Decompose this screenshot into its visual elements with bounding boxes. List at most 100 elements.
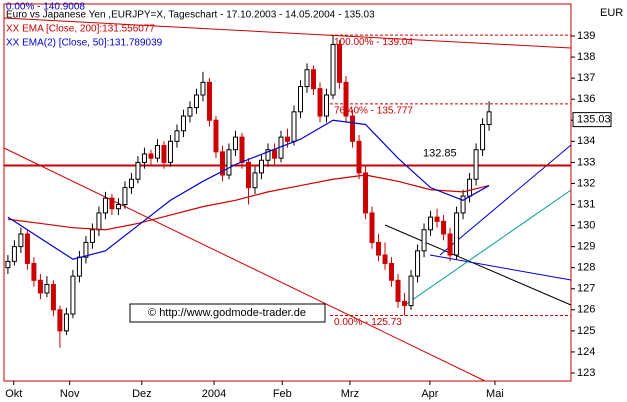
watermark: © http://www.godmode-trader.de bbox=[148, 307, 306, 319]
fib-label: 100.00% - 139.04 bbox=[334, 37, 413, 48]
candle-body bbox=[486, 111, 492, 125]
candle-body bbox=[141, 153, 147, 163]
candle-body bbox=[115, 204, 121, 210]
candle-body bbox=[89, 229, 95, 243]
last-price-box bbox=[572, 112, 612, 128]
candle-body bbox=[5, 260, 11, 269]
candle-body bbox=[350, 115, 356, 142]
candle-body bbox=[76, 256, 82, 277]
candle-body bbox=[161, 145, 167, 163]
candle-body bbox=[167, 140, 173, 163]
trend-line bbox=[3, 147, 486, 382]
candle-body bbox=[441, 220, 447, 235]
x-tick-label: Apr bbox=[421, 388, 438, 400]
candle-body bbox=[206, 81, 212, 121]
candle-body bbox=[174, 130, 180, 142]
y-tick-label: 136 bbox=[577, 93, 595, 105]
y-tick-label: 127 bbox=[577, 283, 595, 295]
candle-body bbox=[369, 212, 375, 243]
ema-line bbox=[7, 174, 490, 231]
candle-body bbox=[18, 233, 24, 248]
candle-body bbox=[408, 275, 414, 307]
candle-body bbox=[454, 212, 460, 256]
candle-body bbox=[83, 241, 89, 258]
candle-body bbox=[57, 309, 63, 332]
trend-line bbox=[439, 144, 572, 256]
support-label: 132.85 bbox=[423, 147, 457, 159]
y-tick-label: 124 bbox=[577, 346, 595, 358]
candle-body bbox=[473, 149, 479, 180]
y-tick-label: 137 bbox=[577, 72, 595, 84]
y-tick-label: 123 bbox=[577, 367, 595, 379]
candle-body bbox=[317, 88, 323, 117]
candle-body bbox=[265, 149, 271, 161]
candle-body bbox=[480, 123, 486, 151]
fib-label: 0.00% - 125.73 bbox=[334, 317, 402, 328]
candle-body bbox=[148, 153, 154, 159]
candle-body bbox=[395, 279, 401, 302]
y-tick-label: 133 bbox=[577, 156, 595, 168]
fib-label: 76.40% - 135.777 bbox=[334, 106, 413, 117]
x-tick-label: 2004 bbox=[202, 388, 226, 400]
candle-body bbox=[311, 69, 317, 90]
candle-body bbox=[232, 136, 238, 151]
candle-body bbox=[356, 140, 362, 174]
y-tick-label: 126 bbox=[577, 304, 595, 316]
candle-body bbox=[239, 136, 245, 163]
candle-body bbox=[102, 197, 108, 214]
candle-body bbox=[24, 233, 30, 264]
candle-body bbox=[402, 300, 408, 307]
candle-body bbox=[447, 233, 453, 256]
candle-body bbox=[31, 262, 37, 281]
y-tick-label: 129 bbox=[577, 241, 595, 253]
candle-body bbox=[304, 69, 310, 88]
candle-body bbox=[363, 172, 369, 214]
x-tick-label: Okt bbox=[5, 388, 22, 400]
y-tick-label: 128 bbox=[577, 262, 595, 274]
legend-entry: XX EMA(2) [Close, 50]:131.789039 bbox=[6, 38, 163, 49]
candle-body bbox=[428, 216, 434, 231]
ema-line bbox=[7, 119, 490, 260]
candle-body bbox=[460, 195, 466, 214]
y-tick-label: 139 bbox=[577, 30, 595, 42]
candle-body bbox=[415, 250, 421, 277]
plot-area bbox=[3, 17, 572, 382]
candle-body bbox=[128, 178, 134, 189]
candle-body bbox=[213, 119, 219, 153]
legend-entry: XX EMA [Close, 200]:131.556077 bbox=[6, 24, 155, 35]
candle-body bbox=[135, 161, 141, 180]
candle-body bbox=[291, 111, 297, 142]
x-tick-label: Nov bbox=[60, 388, 80, 400]
candle-body bbox=[11, 246, 17, 262]
y-tick-label: 131 bbox=[577, 198, 595, 210]
candle-body bbox=[154, 145, 160, 159]
candle-body bbox=[258, 159, 264, 174]
candle-body bbox=[226, 149, 232, 176]
candle-body bbox=[343, 81, 349, 117]
top-label: 0.00% - 140.9008 bbox=[6, 2, 85, 13]
candle-body bbox=[219, 151, 225, 176]
candle-body bbox=[37, 279, 43, 294]
candle-body bbox=[187, 107, 193, 117]
candle-body bbox=[180, 115, 186, 132]
last-price-label: 135.03 bbox=[577, 114, 611, 126]
x-tick-label: Dez bbox=[132, 388, 152, 400]
candle-body bbox=[122, 187, 128, 206]
y-tick-label: 138 bbox=[577, 51, 595, 63]
candle-body bbox=[285, 136, 290, 142]
candle-body bbox=[252, 172, 258, 189]
y-tick-label: 125 bbox=[577, 325, 595, 337]
candle-body bbox=[298, 86, 304, 113]
candle-body bbox=[109, 197, 115, 210]
candle-body bbox=[50, 284, 56, 311]
candle-body bbox=[467, 178, 473, 197]
candle-body bbox=[63, 313, 69, 332]
chart-title: Euro vs Japanese Yen ,EURJPY=X, Tagescha… bbox=[6, 10, 375, 21]
plot-frame bbox=[3, 3, 572, 382]
trend-line bbox=[384, 224, 572, 306]
candle-body bbox=[70, 275, 76, 315]
candle-body bbox=[382, 254, 388, 264]
candle-body bbox=[271, 149, 277, 159]
